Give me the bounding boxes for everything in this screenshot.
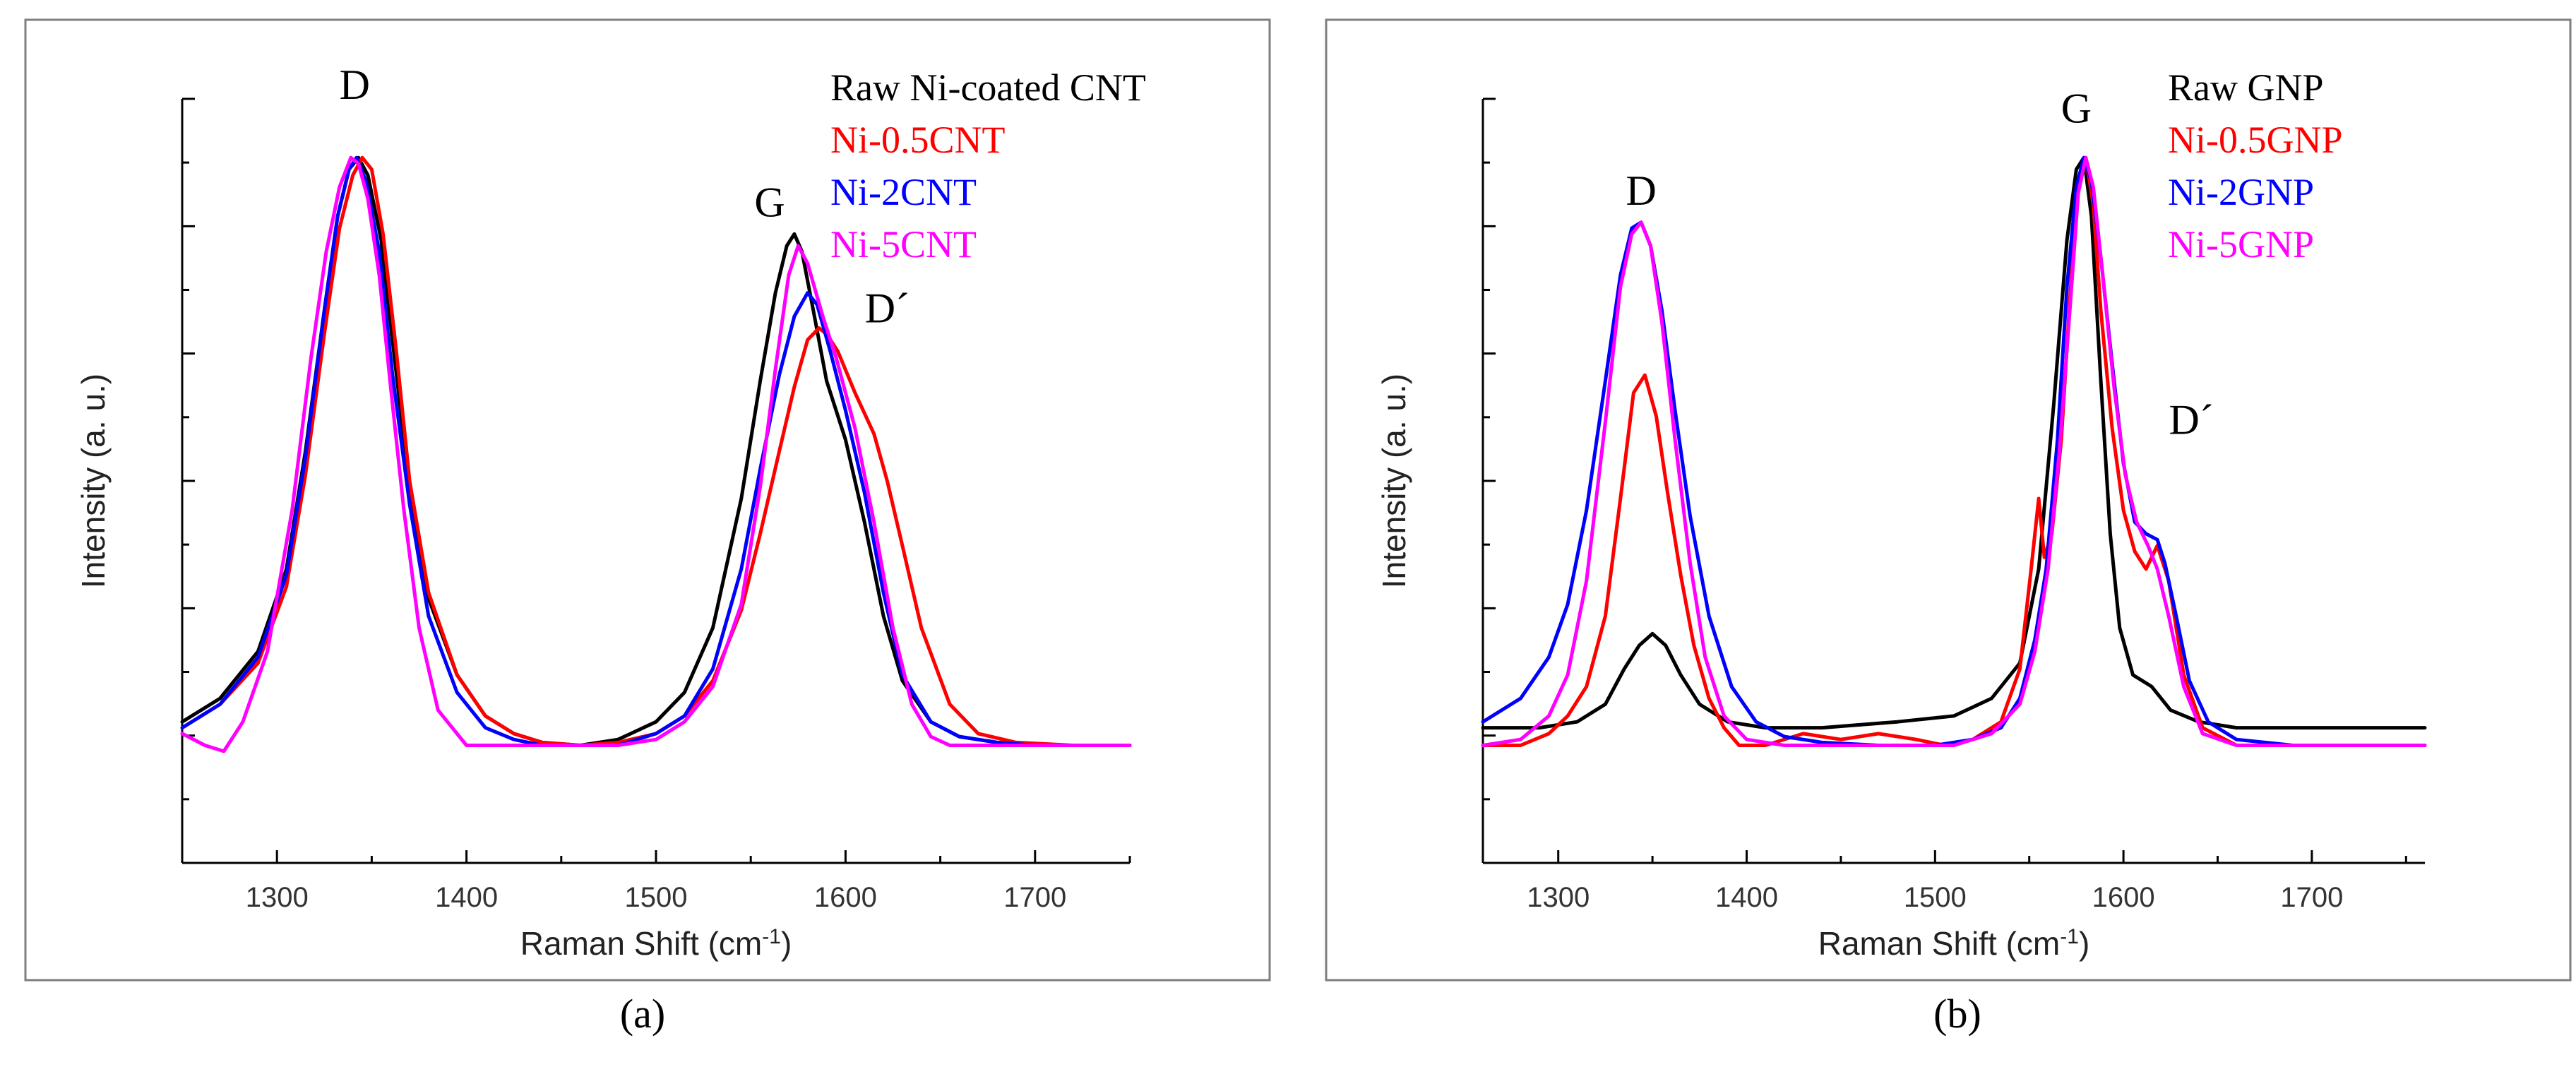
x-tick-label: 1300 — [1527, 882, 1590, 913]
peak-label: D — [1626, 167, 1656, 214]
peak-label: G — [2061, 85, 2092, 131]
legend-entry: Ni-2GNP — [2168, 171, 2314, 213]
panel-frame — [1325, 18, 2572, 982]
x-tick-label: 1500 — [625, 882, 688, 913]
series-line-ni-5gnp — [1481, 155, 2427, 747]
peak-label: D´ — [2169, 396, 2214, 443]
x-axis-label: Raman Shift (cm-1) — [1818, 925, 2090, 962]
panel-label: (a) — [620, 991, 665, 1037]
peak-label: D — [340, 61, 370, 108]
panel-label: (b) — [1933, 991, 1981, 1037]
x-tick-label: 1600 — [814, 882, 877, 913]
x-tick-label: 1700 — [2280, 882, 2343, 913]
panel-frame — [24, 18, 1271, 982]
legend-entry: Raw Ni-coated CNT — [830, 66, 1146, 109]
legend-entry: Raw GNP — [2168, 66, 2324, 109]
x-tick-label: 1400 — [1715, 882, 1778, 913]
legend-entry: Ni-5CNT — [830, 223, 977, 266]
x-axis-label: Raman Shift (cm-1) — [520, 925, 792, 962]
legend-entry: Ni-0.5GNP — [2168, 119, 2343, 161]
series-line-raw-gnp — [1481, 155, 2427, 730]
y-axis-label: Intensity (a. u.) — [75, 374, 112, 588]
series-line-ni-5cnt — [180, 155, 1132, 753]
series-line-ni-2cnt — [180, 155, 1132, 747]
chart-panel-a: 1300 1400 1500 1600 1700 Raman Shift (cm-1) In… — [24, 18, 1271, 1037]
x-tick-label: 1400 — [435, 882, 498, 913]
y-axis-label: Intensity (a. u.) — [1376, 374, 1412, 588]
legend-entry: Ni-2CNT — [830, 171, 977, 213]
peak-label: G — [754, 179, 785, 225]
x-tick-label: 1600 — [2092, 882, 2155, 913]
series-line-raw-ni-coated-cnt — [180, 155, 1132, 747]
legend-entry: Ni-5GNP — [2168, 223, 2314, 266]
x-tick-label: 1500 — [1904, 882, 1967, 913]
x-tick-label: 1700 — [1003, 882, 1066, 913]
x-tick-label: 1300 — [246, 882, 309, 913]
series-line-ni-0-5cnt — [180, 155, 1132, 747]
legend-entry: Ni-0.5CNT — [830, 119, 1005, 161]
chart-panel-b: 1300 1400 1500 1600 1700 Raman Shift (cm-1) In… — [1325, 18, 2572, 1037]
peak-label: D´ — [865, 285, 910, 331]
